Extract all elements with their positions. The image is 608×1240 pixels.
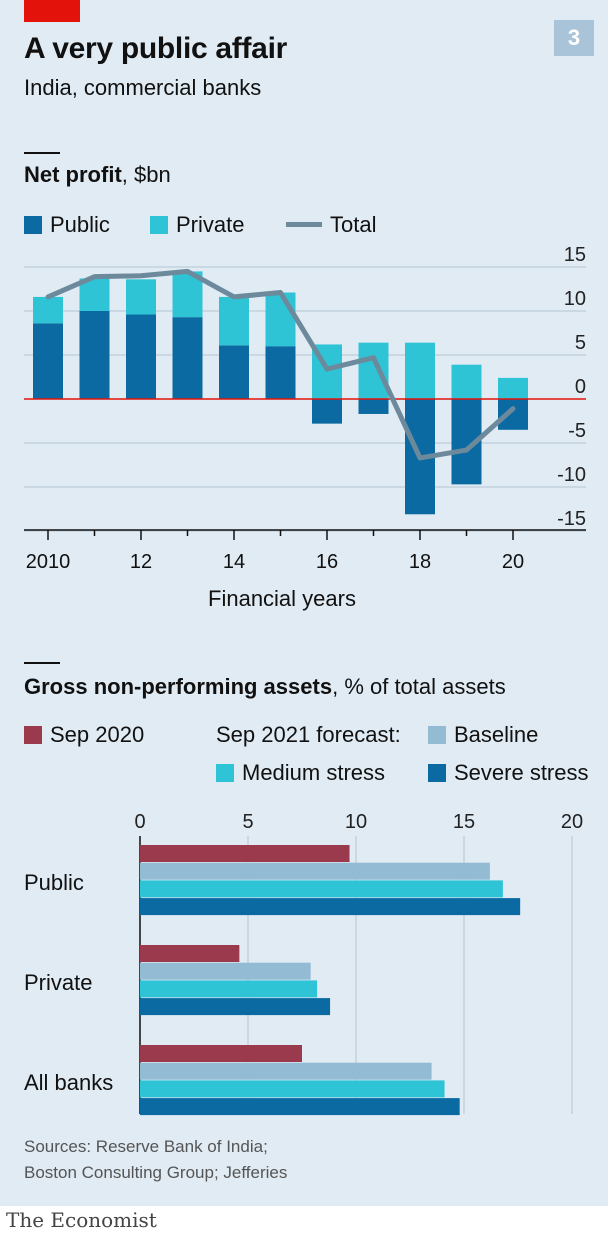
y-tick-label: 15 [564, 244, 586, 266]
bar-severe-stress [140, 1098, 460, 1116]
bar-baseline [140, 962, 311, 980]
bar-medium-stress [140, 980, 318, 998]
y-tick-label: 0 [575, 376, 586, 398]
x-tick-label: 10 [345, 811, 367, 833]
category-label: All banks [24, 1070, 113, 1095]
x-tick-label: 16 [316, 551, 338, 573]
legend-private: Private [150, 212, 244, 238]
x-tick-label: 0 [134, 811, 145, 833]
legend-sep2020: Sep 2020 [24, 722, 144, 748]
bar-private [219, 296, 249, 346]
bar-private [33, 296, 63, 324]
legend-baseline: Baseline [428, 722, 538, 748]
bar-private [265, 292, 296, 347]
legend-private-label: Private [176, 212, 245, 237]
x-tick-label: 14 [223, 551, 245, 573]
bar-private [79, 278, 110, 311]
bar-baseline [140, 862, 490, 880]
bar-sep-2020 [140, 945, 240, 962]
legend-severe-label: Severe stress [454, 760, 589, 785]
bar-severe-stress [140, 898, 521, 916]
bar-medium-stress [140, 1080, 445, 1098]
section-rule-net-profit [24, 152, 60, 154]
legend-sep2020-label: Sep 2020 [50, 722, 145, 747]
category-label: Private [24, 970, 92, 995]
bar-private [451, 364, 482, 399]
x-axis-title: Financial years [208, 586, 356, 611]
y-tick-label: -10 [557, 464, 586, 486]
bar-public [358, 399, 389, 414]
x-tick-label: 20 [561, 811, 583, 833]
bar-private [358, 342, 389, 399]
legend-medium: Medium stress [216, 760, 385, 786]
bar-severe-stress [140, 998, 331, 1016]
bar-public [219, 345, 249, 399]
bar-public [265, 346, 296, 399]
bar-sep-2020 [140, 1045, 302, 1062]
net-profit-heading: Net profit, $bn [24, 162, 171, 187]
y-tick-label: -5 [568, 420, 586, 442]
bar-public [79, 311, 110, 399]
x-tick-label: 18 [409, 551, 431, 573]
npa-heading: Gross non-performing assets, % of total … [24, 674, 506, 699]
legend-public-swatch [24, 216, 42, 234]
x-tick-label: 12 [130, 551, 152, 573]
chart-number-badge: 3 [554, 20, 594, 56]
bar-baseline [140, 1062, 432, 1080]
bar-private [126, 279, 156, 315]
net-profit-unit: $bn [134, 162, 171, 187]
legend-severe: Severe stress [428, 760, 589, 786]
legend-total-swatch [286, 222, 322, 227]
legend-private-swatch [150, 216, 168, 234]
legend-public-label: Public [50, 212, 110, 237]
legend-sep2020-swatch [24, 726, 42, 744]
x-tick-label: 20 [502, 551, 524, 573]
sources: Sources: Reserve Bank of India; Boston C… [24, 1134, 287, 1186]
legend-severe-swatch [428, 764, 446, 782]
sources-line-1: Sources: Reserve Bank of India; [24, 1137, 268, 1156]
legend-public: Public [24, 212, 110, 238]
bar-private [498, 377, 528, 399]
chart-subtitle: India, commercial banks [24, 75, 262, 100]
x-tick-label: 15 [453, 811, 475, 833]
bar-public [498, 399, 528, 430]
legend-total-label: Total [330, 212, 377, 237]
bar-public [126, 314, 156, 399]
economist-logo: The Economist [6, 1208, 157, 1232]
brand-red-bar [24, 0, 80, 22]
legend-baseline-swatch [428, 726, 446, 744]
bar-public [312, 399, 342, 424]
npa-unit: % of total assets [344, 674, 506, 699]
legend-medium-label: Medium stress [242, 760, 386, 785]
y-tick-label: 10 [564, 288, 586, 310]
category-label: Public [24, 870, 84, 895]
legend-baseline-label: Baseline [454, 722, 539, 747]
npa-title: Gross non-performing assets [24, 674, 333, 699]
x-tick-label: 2010 [26, 551, 71, 573]
y-tick-label: -15 [557, 508, 586, 530]
bar-public [172, 317, 203, 399]
bar-medium-stress [140, 880, 503, 898]
bar-sep-2020 [140, 845, 350, 862]
chart-title: A very public affair [24, 32, 287, 65]
bar-private [405, 342, 435, 399]
bar-public [33, 323, 63, 399]
net-profit-title: Net profit [24, 162, 122, 187]
y-tick-label: 5 [575, 332, 586, 354]
x-tick-label: 5 [242, 811, 253, 833]
section-rule-npa [24, 662, 60, 664]
legend-forecast-group: Sep 2021 forecast: [216, 722, 401, 747]
legend-total: Total [286, 212, 376, 238]
legend-medium-swatch [216, 764, 234, 782]
sources-line-2: Boston Consulting Group; Jefferies [24, 1163, 288, 1182]
